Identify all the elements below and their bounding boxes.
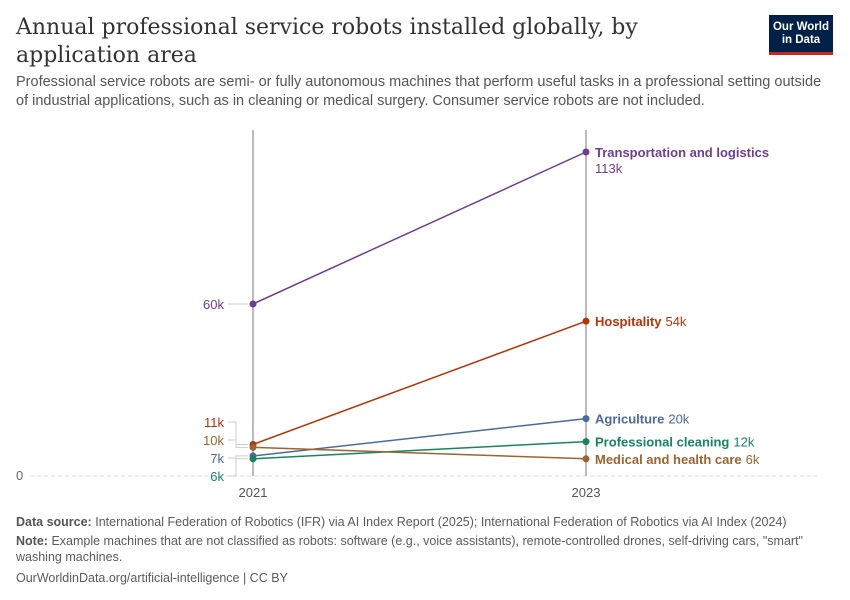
series-line (252, 320, 587, 446)
start-value-label: 10k (203, 433, 224, 448)
end-value-label: 113k (595, 161, 623, 176)
label-connector (228, 421, 248, 445)
chart-title: Annual professional service robots insta… (16, 15, 638, 68)
data-point (582, 415, 590, 423)
series-label: Transportation and logistics 113k (595, 145, 769, 176)
end-value-label: 20k (668, 412, 689, 427)
series-name: Hospitality (595, 314, 662, 329)
start-value-label: 11k (204, 415, 224, 430)
label-connector (228, 455, 248, 459)
data-point (249, 300, 257, 308)
note: Note: Example machines that are not clas… (16, 534, 803, 564)
end-value-label: 54k (665, 314, 686, 329)
label-connector (228, 458, 248, 477)
series-name: Professional cleaning (595, 435, 729, 450)
chart-subtitle: Professional service robots are semi- or… (16, 74, 822, 109)
series-name: Agriculture (595, 412, 664, 427)
end-value-label: 12k (733, 435, 754, 450)
series-label: Hospitality 54k (595, 314, 687, 329)
series-label: Agriculture 20k (595, 412, 690, 427)
y-tick-label: 0 (16, 468, 23, 483)
label-connector (228, 439, 248, 448)
data-point (582, 317, 590, 325)
data-point (582, 438, 590, 446)
data-point (249, 443, 257, 451)
series-label: Professional cleaning 12k (595, 435, 755, 450)
data-point (582, 148, 590, 156)
slope-chart: 0 2021 2023 60k 11k 10k 7k 6k Transportation and… (16, 130, 822, 500)
series-label: Medical and health care 6k (595, 452, 760, 467)
x-tick-label: 2023 (572, 485, 601, 500)
start-value-label: 6k (210, 469, 224, 484)
series-line (252, 440, 587, 460)
data-point (582, 455, 590, 463)
end-value-label: 6k (746, 452, 760, 467)
series-name: Medical and health care (595, 452, 742, 467)
start-value-label: 60k (203, 297, 224, 312)
credit-link[interactable]: OurWorldinData.org/artificial-intelligen… (16, 571, 288, 585)
x-tick-label: 2021 (239, 485, 268, 500)
series-line (252, 151, 587, 305)
data-source: Data source: International Federation of… (16, 515, 787, 529)
series-line (252, 446, 587, 460)
logo-text: Our World in Data (772, 20, 829, 46)
owid-logo[interactable]: Our World in Data (769, 15, 833, 55)
series-name: Transportation and logistics (595, 145, 769, 160)
data-point (249, 455, 257, 463)
start-value-label: 7k (210, 451, 224, 466)
